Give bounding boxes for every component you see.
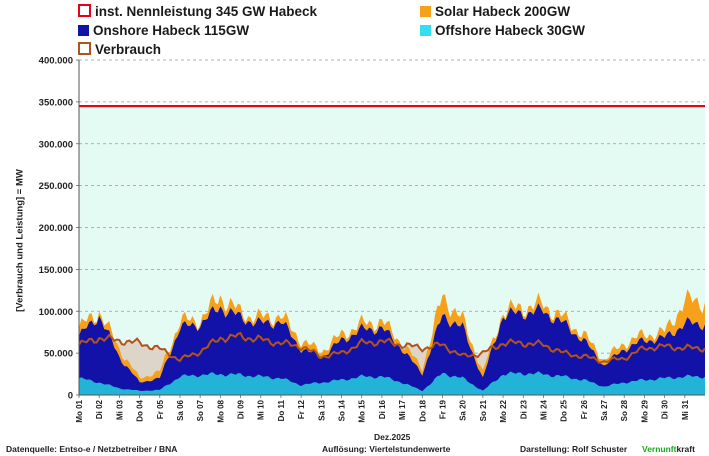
footer-resolution: Auflösung: Viertelstundenwerte xyxy=(322,444,451,454)
x-tick-label: Di 30 xyxy=(661,399,670,419)
offshore-area xyxy=(79,371,705,395)
x-tick-label: Mi 03 xyxy=(115,399,124,420)
y-axis-ticks: 0 50.000 100.000 150.000 200.000 250.000 300.0… xyxy=(39,56,79,402)
x-tick-label: Fr 12 xyxy=(297,399,306,419)
y-tick-label: 350.000 xyxy=(39,97,73,108)
x-axis-label: Dez.2025 xyxy=(374,432,411,442)
x-tick-label: So 28 xyxy=(620,399,629,421)
x-tick-label: So 21 xyxy=(479,399,488,421)
footer-source: Datenquelle: Entso-e / Netzbetreiber / B… xyxy=(6,444,178,454)
onshore-area xyxy=(79,303,705,395)
y-tick-label: 0 xyxy=(68,391,73,402)
legend-solar: Solar Habeck 200GW xyxy=(420,4,570,19)
x-tick-label: Mo 29 xyxy=(640,399,649,422)
x-axis-ticks: Mo 01 Di 02 Mi 03 Do 04 Fr 05 Sa 06 So 07 Mo 08… xyxy=(75,395,690,423)
x-tick-label: Mi 24 xyxy=(539,399,548,420)
x-tick-label: Fr 26 xyxy=(580,399,589,419)
footer-brand-b: kraft xyxy=(676,444,695,454)
line-series xyxy=(78,104,706,364)
x-tick-label: Sa 13 xyxy=(317,399,326,420)
x-tick-label: Do 18 xyxy=(418,399,427,421)
x-tick-label: Do 04 xyxy=(136,399,145,421)
x-tick-label: Di 09 xyxy=(237,399,246,419)
x-tick-label: Mo 15 xyxy=(358,399,367,422)
legend-label-nennleistung: inst. Nennleistung 345 GW Habeck xyxy=(95,4,318,19)
footer-brand-a: Vernunft xyxy=(642,444,677,454)
y-tick-label: 250.000 xyxy=(39,181,73,192)
y-axis-label: [Verbrauch und Leistung] = MW xyxy=(14,169,26,312)
footer-author: Darstellung: Rolf Schuster xyxy=(520,444,628,454)
y-tick-label: 300.000 xyxy=(39,139,73,150)
x-tick-label: Di 02 xyxy=(95,399,104,419)
legend-verbrauch: Verbrauch xyxy=(78,42,161,57)
legend-label-onshore: Onshore Habeck 115GW xyxy=(93,23,250,38)
x-tick-label: Do 11 xyxy=(277,399,286,421)
verbrauch-line xyxy=(78,331,706,364)
x-tick-label: Di 23 xyxy=(519,399,528,419)
legend-swatch-onshore xyxy=(78,25,89,36)
footer-brand: Vernunftkraft xyxy=(642,444,695,454)
legend-swatch-offshore xyxy=(420,25,431,36)
y-tick-label: 100.000 xyxy=(39,307,73,318)
legend-offshore: Offshore Habeck 30GW xyxy=(420,23,585,38)
legend-swatch-verbrauch xyxy=(78,42,91,55)
x-tick-label: Fr 19 xyxy=(438,399,447,419)
x-tick-label: Sa 20 xyxy=(459,399,468,420)
x-tick-label: Di 16 xyxy=(378,399,387,419)
y-tick-label: 400.000 xyxy=(39,56,73,67)
legend-swatch-solar xyxy=(420,6,431,17)
x-tick-label: Mi 31 xyxy=(681,399,690,420)
x-tick-label: Fr 05 xyxy=(156,399,165,419)
x-tick-label: Mi 17 xyxy=(398,399,407,420)
legend-label-solar: Solar Habeck 200GW xyxy=(435,4,571,19)
x-tick-label: Sa 06 xyxy=(176,399,185,420)
axes xyxy=(78,60,705,396)
x-tick-label: Mo 22 xyxy=(499,399,508,422)
x-tick-label: Mo 01 xyxy=(75,399,84,422)
x-tick-label: So 07 xyxy=(196,399,205,421)
x-tick-label: Do 25 xyxy=(560,399,569,421)
legend-label-offshore: Offshore Habeck 30GW xyxy=(435,23,586,38)
x-tick-label: Mo 08 xyxy=(216,399,225,422)
y-tick-label: 50.000 xyxy=(44,349,73,360)
y-tick-label: 150.000 xyxy=(39,265,73,276)
x-tick-label: Sa 27 xyxy=(600,399,609,420)
legend-swatch-nennleistung xyxy=(78,4,91,17)
x-tick-label: So 14 xyxy=(338,399,347,421)
legend-label-verbrauch: Verbrauch xyxy=(95,42,162,57)
legend-onshore: Onshore Habeck 115GW xyxy=(78,23,249,38)
legend-nennleistung: inst. Nennleistung 345 GW Habeck xyxy=(78,4,317,19)
y-tick-label: 200.000 xyxy=(39,223,73,234)
x-tick-label: Mi 10 xyxy=(257,399,266,420)
